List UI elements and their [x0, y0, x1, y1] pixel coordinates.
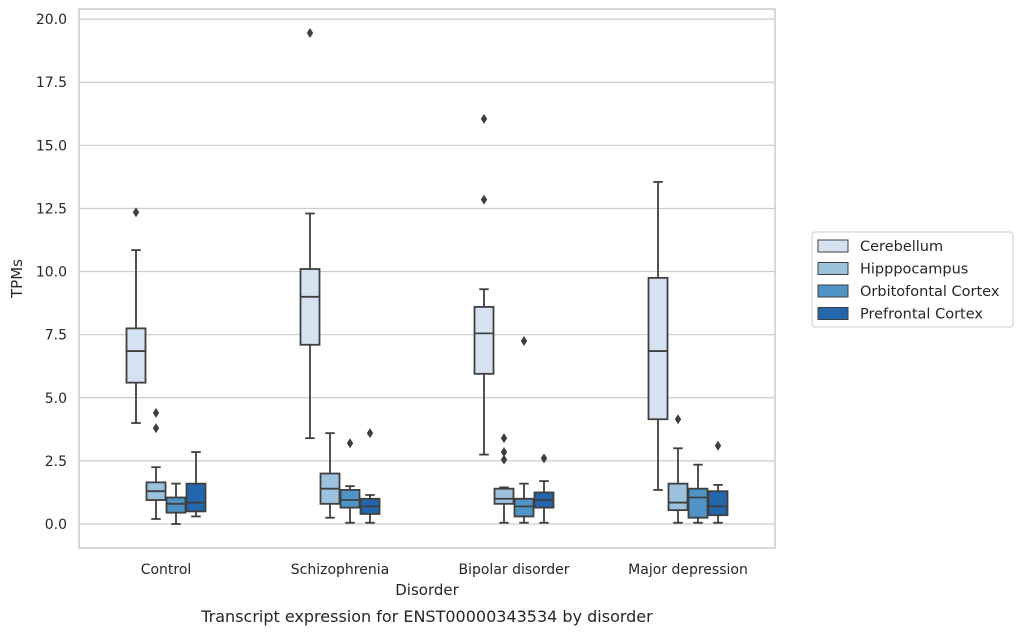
legend-swatch: [817, 239, 849, 253]
box-iqr: [125, 327, 147, 384]
outlier-point: [500, 454, 508, 465]
x-tick-label: Schizophrenia: [291, 562, 389, 578]
box-iqr: [667, 482, 689, 512]
x-tick-label: Major depression: [628, 562, 748, 578]
gridlines: [79, 18, 775, 525]
y-tick-label: 0.0: [45, 517, 67, 533]
box-orbitofontal-cortex: [513, 335, 535, 524]
box-orbitofontal-cortex: [687, 463, 709, 524]
y-tick-label: 20.0: [36, 12, 67, 28]
x-tick-label: Control: [141, 562, 192, 578]
legend-label: Cerebellum: [860, 239, 943, 255]
y-tick-label: 15.0: [36, 138, 67, 154]
chart-caption: Transcript expression for ENST0000034353…: [200, 607, 653, 626]
outlier-point: [480, 113, 488, 124]
box-prefrontal-cortex: [707, 440, 729, 524]
outlier-point: [306, 27, 314, 38]
y-tick-label: 7.5: [45, 328, 67, 344]
legend-label: Orbitofontal Cortex: [860, 284, 1000, 300]
outlier-point: [674, 414, 682, 425]
legend-swatch: [817, 284, 849, 298]
box-hipppocampus: [145, 407, 167, 520]
box-iqr: [185, 482, 207, 513]
y-tick-label: 12.5: [36, 201, 67, 217]
outlier-point: [500, 433, 508, 444]
legend: Cerebellum Hipppocampus Orbitofontal Corte…: [811, 231, 1014, 328]
outlier-point: [132, 207, 140, 218]
outlier-point: [152, 423, 160, 434]
y-tick-label: 2.5: [45, 454, 67, 470]
box-hipppocampus: [319, 432, 341, 519]
outlier-point: [480, 194, 488, 205]
box-orbitofontal-cortex: [165, 482, 187, 525]
x-axis-label: Disorder: [395, 581, 459, 599]
box-iqr: [707, 490, 729, 517]
outlier-point: [500, 447, 508, 458]
legend-swatch: [817, 262, 849, 275]
box-prefrontal-cortex: [185, 451, 207, 518]
y-tick-label: 10.0: [36, 265, 67, 281]
legend-label: Hipppocampus: [860, 262, 968, 278]
x-axis-ticks: Control Schizophrenia Bipolar disorder Majo…: [141, 562, 748, 578]
legend-swatch: [817, 307, 849, 320]
box-iqr: [647, 276, 669, 421]
box-iqr: [513, 497, 535, 518]
x-tick-label: Bipolar disorder: [458, 562, 569, 578]
box-iqr: [299, 268, 321, 346]
box-cerebellum: [647, 181, 669, 491]
box-hipppocampus: [667, 414, 689, 524]
box-iqr: [687, 487, 709, 519]
box-prefrontal-cortex: [359, 428, 381, 524]
box-orbitofontal-cortex: [339, 438, 361, 524]
box-iqr: [165, 496, 187, 514]
box-cerebellum: [125, 207, 147, 424]
y-tick-label: 17.5: [36, 75, 67, 91]
box-iqr: [493, 487, 515, 505]
outlier-point: [152, 407, 160, 418]
outlier-point: [346, 438, 354, 449]
box-cerebellum: [473, 113, 495, 456]
box-iqr: [473, 306, 495, 375]
y-tick-label: 5.0: [45, 391, 67, 407]
box-iqr: [339, 489, 361, 509]
plot-area: [78, 8, 776, 549]
box-prefrontal-cortex: [533, 453, 555, 524]
y-axis-label: TPMs: [8, 259, 26, 299]
outlier-point: [714, 440, 722, 451]
y-axis-ticks: 0.0 2.5 5.0 7.5 10.0 12.5 15.0 17.5 20.0: [36, 12, 67, 533]
legend-frame: [811, 231, 1014, 328]
boxes: [125, 27, 729, 525]
outlier-point: [540, 453, 548, 464]
outlier-point: [520, 335, 528, 346]
box-hipppocampus: [493, 433, 515, 524]
legend-label: Prefrontal Cortex: [860, 307, 983, 323]
outlier-point: [366, 428, 374, 439]
box-cerebellum: [299, 27, 321, 440]
